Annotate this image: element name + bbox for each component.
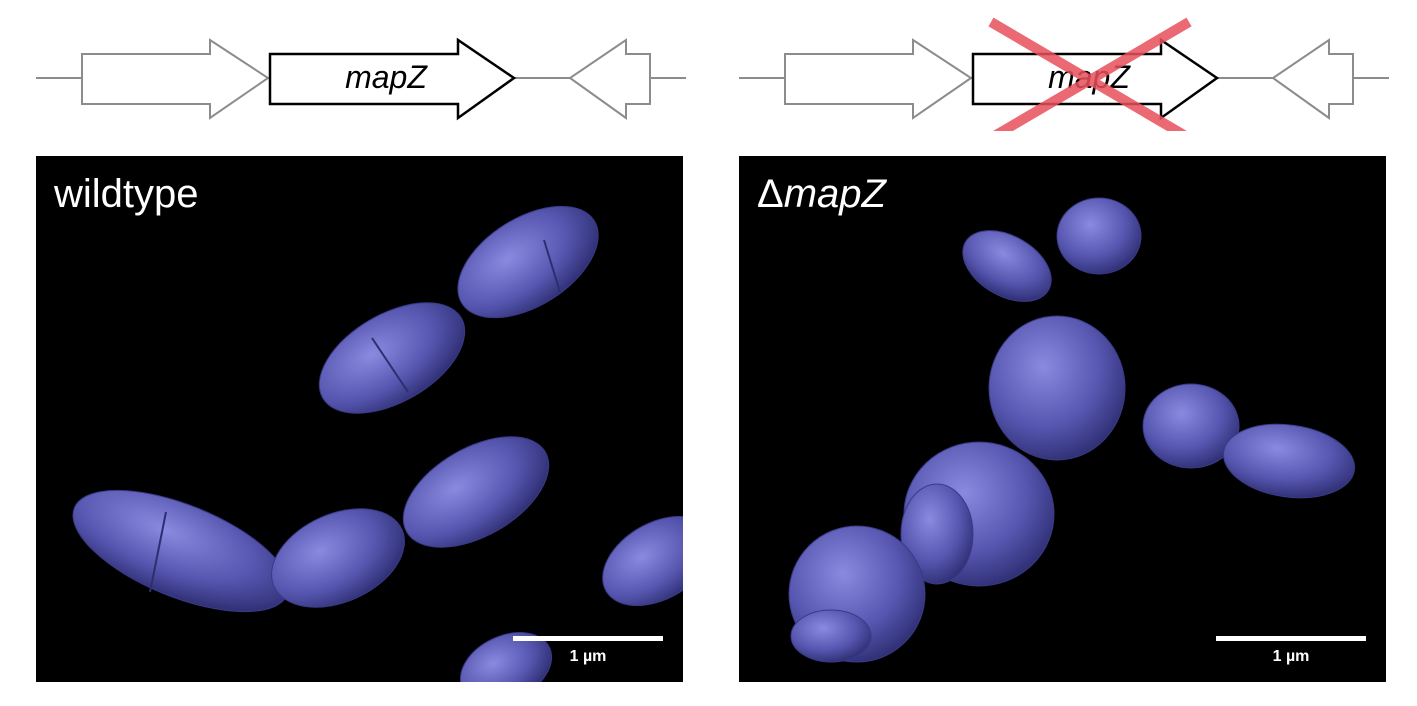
deletion-cross-icon (988, 17, 1192, 143)
gene-label: mapZ (345, 59, 428, 95)
cell (602, 515, 683, 607)
cell (988, 315, 1126, 461)
scale-bar-line (513, 636, 663, 641)
gene-map-deletion: mapZ (739, 16, 1389, 143)
scale-bar: 1 µm (1216, 636, 1366, 666)
cell (900, 483, 974, 585)
micrograph-deletion: ΔmapZ 1 µm (739, 156, 1386, 682)
gene-map-wildtype: mapZ (36, 30, 686, 125)
cell (72, 489, 290, 613)
scale-bar: 1 µm (513, 636, 663, 666)
scale-bar-label: 1 µm (1272, 648, 1310, 665)
cell (1056, 197, 1142, 275)
cell (962, 230, 1052, 302)
cell (790, 609, 872, 663)
micrograph-wildtype: wildtype 1 µm (36, 156, 683, 682)
upstream-gene-arrow (784, 38, 973, 120)
cell (402, 436, 550, 548)
scale-bar-line (1216, 636, 1366, 641)
cell (271, 508, 405, 608)
strain-label: wildtype (54, 172, 199, 216)
cell (459, 632, 553, 682)
strain-label: ΔmapZ (757, 172, 886, 216)
downstream-gene-arrow (568, 38, 651, 120)
cell (1222, 423, 1356, 499)
scale-bar-label: 1 µm (569, 648, 607, 665)
mapz-gene-arrow (268, 37, 517, 121)
bacteria-cells (72, 205, 683, 682)
cell (1142, 383, 1240, 469)
downstream-gene-arrow (1271, 38, 1354, 120)
upstream-gene-arrow (81, 38, 270, 120)
bacteria-cells (788, 197, 1356, 663)
cell (318, 302, 466, 414)
cell (457, 205, 599, 319)
